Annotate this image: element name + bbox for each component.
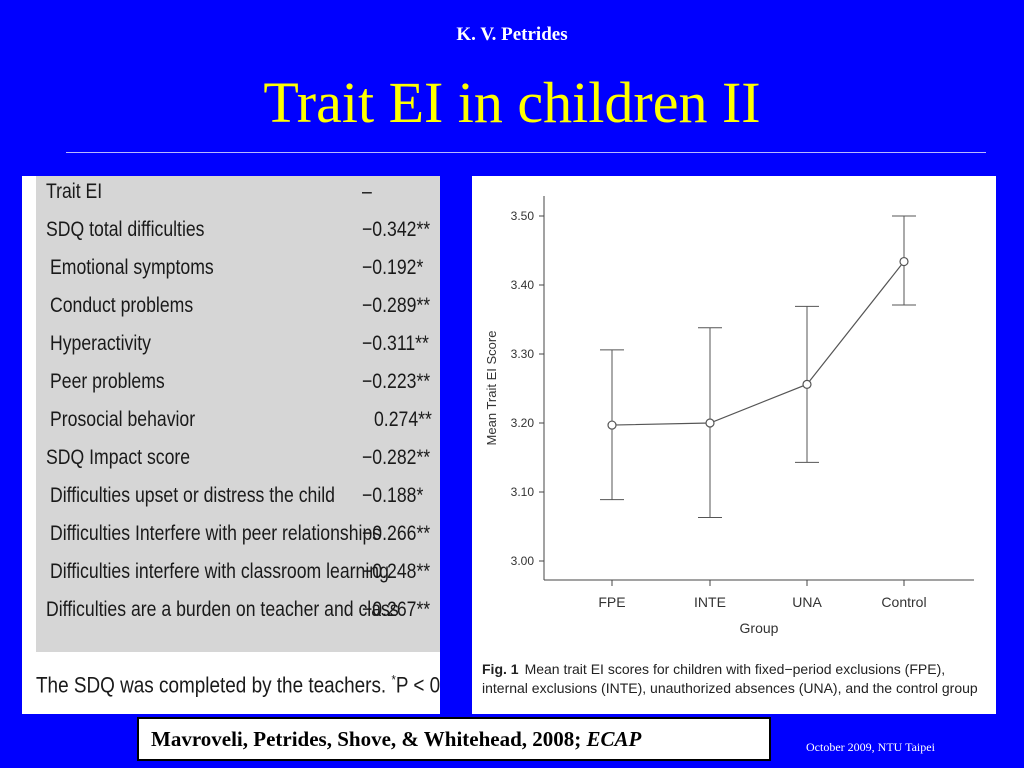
data-point bbox=[899, 256, 909, 267]
figure-label: Fig. 1 bbox=[482, 661, 519, 677]
data-point bbox=[802, 379, 812, 389]
y-tick-label: 3.00 bbox=[511, 554, 535, 568]
table-row-label: SDQ Impact score bbox=[46, 446, 191, 469]
x-tick-label: UNA bbox=[792, 594, 822, 610]
data-point bbox=[607, 420, 617, 430]
footnote-text: The SDQ was completed by the teachers. bbox=[36, 672, 387, 698]
footnote-star-single: * bbox=[391, 672, 396, 687]
table-row-value: −0.266** bbox=[362, 522, 431, 545]
citation-authors: Mavroveli, Petrides, Shove, & Whitehead,… bbox=[151, 727, 582, 751]
table-row-label: Difficulties Interfere with peer relatio… bbox=[50, 522, 382, 545]
y-tick-label: 3.20 bbox=[511, 416, 535, 430]
table-row: Emotional symptoms −0.192* bbox=[22, 252, 440, 290]
table-row-label: Peer problems bbox=[50, 370, 165, 393]
y-tick-label: 3.40 bbox=[511, 278, 535, 292]
table-row-label: Difficulties are a burden on teacher and… bbox=[46, 598, 399, 621]
table-row-label: Prosocial behavior bbox=[50, 408, 196, 431]
slide-title: Trait EI in children II bbox=[263, 70, 761, 135]
x-tick-label: FPE bbox=[598, 594, 625, 610]
y-tick-label: 3.10 bbox=[511, 485, 535, 499]
table-background bbox=[36, 176, 440, 652]
table-row-value: −0.267** bbox=[362, 598, 431, 621]
figure-caption-text: Mean trait EI scores for children with f… bbox=[482, 661, 978, 696]
table-row: SDQ Impact score −0.282** bbox=[22, 442, 440, 480]
table-row-value: −0.192* bbox=[362, 256, 424, 279]
table-row-label: Conduct problems bbox=[50, 294, 194, 317]
table-row-label: Difficulties upset or distress the child bbox=[50, 484, 335, 507]
table-row: Hyperactivity −0.311** bbox=[22, 328, 440, 366]
table-row-label: SDQ total difficulties bbox=[46, 218, 205, 241]
series-line bbox=[611, 261, 905, 426]
author-name: K. V. Petrides bbox=[456, 24, 568, 45]
table-row-value: −0.248** bbox=[362, 560, 431, 583]
table-row-value: 0.274** bbox=[374, 408, 432, 431]
footer-date-venue: October 2009, NTU Taipei bbox=[806, 740, 935, 754]
table-row-label: Hyperactivity bbox=[50, 332, 151, 355]
table-row-value: −0.223** bbox=[362, 370, 431, 393]
table-row: Trait EI – bbox=[22, 176, 440, 214]
correlation-table-panel: Trait EI – SDQ total difficulties −0.342** E… bbox=[22, 176, 440, 714]
data-point bbox=[705, 418, 715, 428]
y-tick-label: 3.50 bbox=[511, 209, 535, 223]
table-footnote: The SDQ was completed by the teachers. *… bbox=[36, 672, 440, 698]
table-row: SDQ total difficulties −0.342** bbox=[22, 214, 440, 252]
y-axis-label: Mean Trait EI Score bbox=[484, 331, 499, 446]
y-tick-label: 3.30 bbox=[511, 347, 535, 361]
table-row: Prosocial behavior 0.274** bbox=[22, 404, 440, 442]
table-row: Difficulties Interfere with peer relatio… bbox=[22, 518, 440, 556]
table-row: Peer problems −0.223** bbox=[22, 366, 440, 404]
table-row-value: −0.342** bbox=[362, 218, 431, 241]
table-row-label: Difficulties interfere with classroom le… bbox=[50, 560, 389, 583]
table-row: Difficulties interfere with classroom le… bbox=[22, 556, 440, 594]
trait-ei-line-chart: 3.00 3.10 3.20 3.30 3.40 3.50 FPE INTE UNA Contro… bbox=[484, 196, 974, 636]
footnote-p-single: P < 0.05, bbox=[395, 672, 440, 698]
chart-panel: 3.00 3.10 3.20 3.30 3.40 3.50 FPE INTE UNA Contro… bbox=[472, 176, 996, 714]
table-row-label: Trait EI bbox=[46, 180, 103, 203]
table-row: Difficulties upset or distress the child… bbox=[22, 480, 440, 518]
table-row-value: −0.311** bbox=[362, 332, 429, 355]
table-row-value: – bbox=[362, 180, 372, 203]
table-row: Difficulties are a burden on teacher and… bbox=[22, 594, 440, 632]
table-row: Conduct problems −0.289** bbox=[22, 290, 440, 328]
table-row-label: Emotional symptoms bbox=[50, 256, 214, 279]
table-row-value: −0.289** bbox=[362, 294, 431, 317]
x-tick-label: INTE bbox=[694, 594, 726, 610]
citation-box: Mavroveli, Petrides, Shove, & Whitehead,… bbox=[137, 717, 771, 761]
table-row-value: −0.282** bbox=[362, 446, 431, 469]
x-axis-label: Group bbox=[740, 620, 779, 636]
title-divider bbox=[66, 152, 986, 153]
figure-caption: Fig. 1 Mean trait EI scores for children … bbox=[482, 660, 990, 698]
x-tick-label: Control bbox=[881, 594, 926, 610]
citation-journal: ECAP bbox=[586, 727, 642, 751]
table-row-value: −0.188* bbox=[362, 484, 424, 507]
